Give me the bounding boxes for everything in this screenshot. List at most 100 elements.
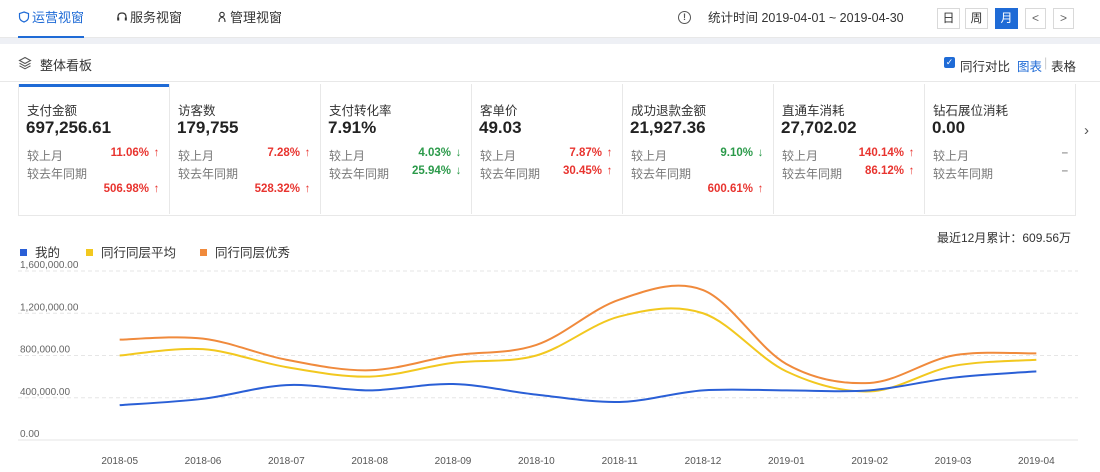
metric-value: 21,927.36	[630, 118, 706, 137]
mom-change-value: 9.10%	[720, 147, 753, 159]
yoy-change-value: 600.61%	[707, 183, 753, 195]
mom-change: 140.14% ↑	[859, 147, 916, 159]
x-tick-label: 2018-11	[602, 456, 638, 467]
metric-card[interactable]: 支付金额 697,256.61 较上月 较去年同期 11.06% ↑ 506.98% ↑	[19, 84, 170, 214]
person-icon	[218, 11, 226, 23]
metric-value: 27,702.02	[781, 118, 857, 137]
x-tick-label: 2018-09	[435, 456, 472, 467]
legend-peer-average[interactable]: 同行同层平均	[86, 242, 176, 261]
view-chart-link[interactable]: 图表	[1017, 60, 1043, 74]
mom-label: 较上月	[631, 149, 668, 163]
tab-management[interactable]: 管理视窗	[216, 0, 282, 38]
y-tick-label: 0.00	[20, 429, 40, 440]
yoy-change-value: 30.45%	[562, 165, 602, 177]
arrow-up-icon: ↑	[908, 147, 915, 159]
mom-change: 7.87% ↑	[569, 147, 614, 159]
metric-name: 支付金额	[27, 104, 78, 118]
legend-peer-excellent-label: 同行同层优秀	[215, 246, 291, 260]
mom-label: 较上月	[480, 149, 517, 163]
y-tick-label: 400,000.00	[20, 387, 70, 398]
shield-icon	[18, 11, 30, 23]
metric-value: 179,755	[177, 118, 239, 137]
cards-next-arrow[interactable]: ›	[1084, 122, 1089, 139]
metric-name: 直通车消耗	[782, 104, 845, 118]
x-tick-label: 2019-02	[851, 456, 888, 467]
period-month-button[interactable]: 月	[995, 8, 1018, 29]
metric-name: 钻石展位消耗	[933, 104, 1009, 118]
x-tick-label: 2019-03	[935, 456, 972, 467]
next-period-button[interactable]: >	[1053, 8, 1074, 29]
section-title: 整体看板	[40, 58, 93, 73]
y-tick-label: 1,200,000.00	[20, 302, 79, 313]
tab-operations-label: 运营视窗	[32, 10, 85, 25]
legend-swatch-peer-average	[86, 249, 93, 256]
metric-card[interactable]: 钻石展位消耗 0.00 较上月较去年同期 – –	[925, 84, 1076, 214]
arrow-up-icon: ↑	[153, 183, 160, 195]
mom-change-value: –	[1061, 147, 1068, 159]
tab-management-label: 管理视窗	[230, 10, 283, 25]
compare-label[interactable]: 同行对比	[960, 60, 1011, 74]
legend-mine-label: 我的	[35, 246, 61, 260]
mom-label: 较上月	[27, 149, 64, 163]
legend-peer-excellent[interactable]: 同行同层优秀	[200, 242, 290, 261]
mom-change-value: 11.06%	[110, 147, 149, 159]
legend-swatch-mine	[20, 249, 27, 256]
x-tick-label: 2018-08	[351, 456, 388, 467]
mom-change: –	[1062, 147, 1068, 159]
tab-operations[interactable]: 运营视窗	[18, 0, 85, 38]
metric-cards: 支付金额 697,256.61 较上月 较去年同期 11.06% ↑ 506.98% ↑ 访客数…	[18, 84, 1076, 216]
yoy-label: 较去年同期	[933, 167, 994, 181]
info-icon[interactable]: !	[678, 11, 691, 24]
divider-strip	[0, 38, 1100, 44]
tab-service-label: 服务视窗	[130, 10, 183, 25]
yoy-label: 较去年同期	[27, 167, 88, 181]
arrow-up-icon: ↑	[908, 165, 915, 177]
stat-time: 统计时间 2019-04-01 ~ 2019-04-30	[708, 11, 904, 25]
prev-period-button[interactable]: <	[1025, 8, 1046, 29]
yoy-change: 528.32% ↑	[255, 183, 312, 195]
x-tick-label: 2018-07	[268, 456, 305, 467]
x-tick-label: 2018-05	[101, 456, 138, 467]
view-separator: |	[1044, 56, 1048, 70]
mom-change: 11.06% ↑	[111, 147, 161, 159]
arrow-up-icon: ↑	[304, 183, 311, 195]
metric-card[interactable]: 客单价 49.03 较上月 较去年同期 7.87% ↑ 30.45% ↑	[472, 84, 623, 214]
yoy-change-value: 528.32%	[254, 183, 300, 195]
metric-card[interactable]: 访客数 179,755 较上月 较去年同期 7.28% ↑ 528.32% ↑	[170, 84, 321, 214]
yoy-label: 较去年同期	[782, 167, 843, 181]
metric-value: 0.00	[932, 118, 966, 137]
metric-card[interactable]: 成功退款金额 21,927.36 较上月 较去年同期 9.10% ↓ 600.61% ↑	[623, 84, 774, 214]
metric-name: 客单价	[480, 104, 518, 118]
yoy-change: 25.94% ↓	[412, 165, 463, 177]
period-day-button[interactable]: 日	[937, 8, 960, 29]
period-week-button[interactable]: 周	[965, 8, 988, 29]
metric-card[interactable]: 直通车消耗 27,702.02 较上月 较去年同期 140.14% ↑ 86.12% ↑	[774, 84, 925, 214]
yoy-change: –	[1062, 165, 1068, 177]
compare-checkbox[interactable]: ✓	[944, 57, 955, 68]
yoy-label: 较去年同期	[178, 167, 239, 181]
yoy-change: 86.12% ↑	[865, 165, 916, 177]
legend-swatch-peer-excellent	[200, 249, 207, 256]
metric-value: 697,256.61	[26, 118, 112, 137]
mom-change-value: 140.14%	[858, 147, 904, 159]
mom-change-value: 7.87%	[569, 147, 602, 159]
metric-card[interactable]: 支付转化率 7.91% 较上月 较去年同期 4.03% ↓ 25.94% ↓	[321, 84, 472, 214]
mom-label: 较上月	[933, 149, 970, 163]
series-line-peer-average	[119, 307, 1037, 393]
arrow-up-icon: ↑	[304, 147, 311, 159]
metric-value: 7.91%	[328, 118, 377, 137]
y-tick-label: 800,000.00	[20, 345, 70, 356]
legend-mine[interactable]: 我的	[20, 242, 60, 261]
trend-line-chart: 0.00 400,000.00 800,000.00 1,200,000.00 1,60…	[18, 260, 1078, 467]
arrow-down-icon: ↓	[455, 147, 462, 159]
arrow-up-icon: ↑	[757, 183, 764, 195]
legend-peer-average-label: 同行同层平均	[101, 246, 177, 260]
top-bar: 运营视窗 服务视窗 管理视窗 ! 统计时间 2019-04-01 ~ 2019-…	[0, 0, 1100, 38]
view-table-link[interactable]: 表格	[1051, 60, 1077, 74]
metric-name: 访客数	[178, 104, 216, 118]
metric-name: 支付转化率	[329, 104, 392, 118]
x-tick-label: 2018-10	[518, 456, 555, 467]
tab-service[interactable]: 服务视窗	[116, 0, 182, 38]
yoy-label: 较去年同期	[631, 167, 692, 181]
yoy-change-value: –	[1061, 165, 1068, 177]
